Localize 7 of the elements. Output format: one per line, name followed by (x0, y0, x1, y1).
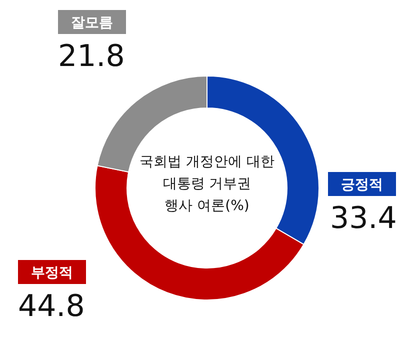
data-label: 33.4 (330, 201, 397, 236)
text: 국회법 개정안에 대한 대통령 거부권 행사 여론(%) (140, 154, 274, 214)
data-label: 21.8 (58, 39, 125, 74)
data-label: 44.8 (18, 289, 85, 324)
slice-label: 긍정적 (341, 177, 383, 193)
slice-label: 잘모름 (71, 15, 113, 31)
slice-label: 부정적 (31, 265, 73, 281)
